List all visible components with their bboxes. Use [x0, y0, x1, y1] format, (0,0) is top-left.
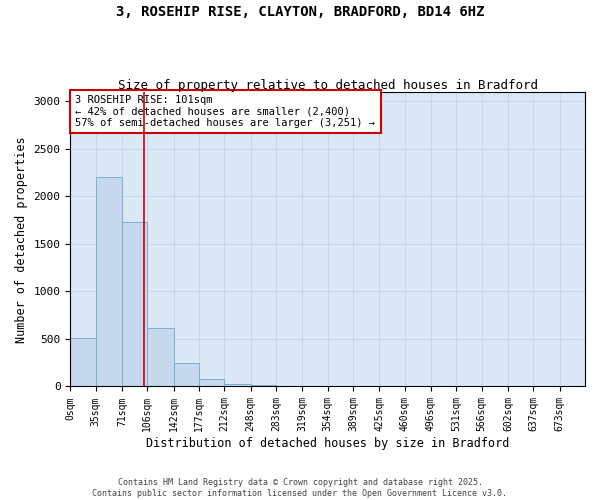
Bar — [199, 379, 224, 386]
Text: Contains HM Land Registry data © Crown copyright and database right 2025.
Contai: Contains HM Land Registry data © Crown c… — [92, 478, 508, 498]
X-axis label: Distribution of detached houses by size in Bradford: Distribution of detached houses by size … — [146, 437, 509, 450]
Text: 3, ROSEHIP RISE, CLAYTON, BRADFORD, BD14 6HZ: 3, ROSEHIP RISE, CLAYTON, BRADFORD, BD14… — [116, 5, 484, 19]
Bar — [173, 362, 199, 386]
Bar — [224, 384, 251, 386]
Title: Size of property relative to detached houses in Bradford: Size of property relative to detached ho… — [118, 79, 538, 92]
Bar — [70, 338, 96, 386]
Bar — [251, 385, 276, 386]
Text: 3 ROSEHIP RISE: 101sqm
← 42% of detached houses are smaller (2,400)
57% of semi-: 3 ROSEHIP RISE: 101sqm ← 42% of detached… — [76, 95, 376, 128]
Bar — [122, 222, 148, 386]
Bar — [96, 176, 122, 386]
Bar — [148, 328, 173, 386]
Y-axis label: Number of detached properties: Number of detached properties — [15, 136, 28, 342]
